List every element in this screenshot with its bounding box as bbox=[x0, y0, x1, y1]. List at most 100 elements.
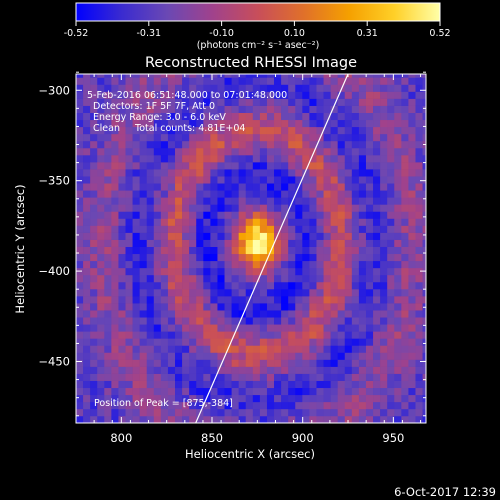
heatmap-cell bbox=[83, 352, 91, 360]
heatmap-cell bbox=[408, 74, 416, 78]
heatmap-cell bbox=[316, 338, 324, 346]
heatmap-cell bbox=[210, 190, 218, 198]
heatmap-cell bbox=[153, 204, 162, 212]
heatmap-cell bbox=[302, 162, 310, 170]
heatmap-cell bbox=[83, 310, 91, 318]
heatmap-cell bbox=[316, 155, 324, 163]
heatmap-cell bbox=[231, 415, 239, 423]
heatmap-cell bbox=[415, 303, 423, 311]
heatmap-cell bbox=[337, 77, 346, 85]
heatmap-cell bbox=[104, 98, 112, 106]
heatmap-cell bbox=[380, 232, 388, 240]
heatmap-cell bbox=[196, 387, 204, 396]
heatmap-cell bbox=[203, 338, 211, 346]
heatmap-cell bbox=[373, 84, 381, 92]
heatmap-cell bbox=[139, 338, 148, 346]
heatmap-cell bbox=[302, 281, 310, 290]
heatmap-cell bbox=[97, 415, 105, 423]
heatmap-cell bbox=[153, 373, 162, 381]
heatmap-cell bbox=[132, 218, 140, 226]
heatmap-cell bbox=[316, 373, 324, 381]
heatmap-cell bbox=[160, 91, 169, 99]
heatmap-cell bbox=[408, 239, 416, 247]
heatmap-cell bbox=[387, 331, 395, 339]
heatmap-cell bbox=[274, 112, 282, 121]
heatmap-cell bbox=[104, 401, 112, 410]
heatmap-cell bbox=[167, 289, 176, 297]
heatmap-cell bbox=[309, 197, 317, 205]
heatmap-cell bbox=[365, 338, 374, 346]
heatmap-cell bbox=[316, 345, 324, 353]
heatmap-cell bbox=[259, 359, 268, 367]
heatmap-cell bbox=[415, 169, 423, 177]
heatmap-cell bbox=[351, 225, 360, 233]
heatmap-cell bbox=[238, 338, 247, 346]
heatmap-cell bbox=[387, 359, 395, 367]
heatmap-cell bbox=[160, 98, 169, 106]
heatmap-cell bbox=[344, 204, 353, 212]
heatmap-cell bbox=[401, 155, 409, 163]
heatmap-cell bbox=[203, 98, 211, 106]
heatmap-cell bbox=[401, 119, 409, 128]
heatmap-cell bbox=[245, 281, 254, 290]
heatmap-cell bbox=[125, 77, 133, 85]
heatmap-cell bbox=[175, 289, 183, 297]
heatmap-cell bbox=[90, 310, 98, 318]
heatmap-cell bbox=[316, 246, 324, 255]
heatmap-cell bbox=[132, 289, 140, 297]
heatmap-cell bbox=[90, 274, 98, 283]
heatmap-cell bbox=[266, 77, 275, 85]
heatmap-cell bbox=[196, 197, 204, 205]
heatmap-cell bbox=[380, 338, 388, 346]
heatmap-cell bbox=[330, 260, 338, 269]
heatmap-cell bbox=[387, 105, 395, 113]
heatmap-cell bbox=[316, 112, 324, 121]
heatmap-cell bbox=[394, 112, 402, 121]
heatmap-cell bbox=[337, 91, 346, 99]
heatmap-cell bbox=[167, 211, 176, 219]
heatmap-cell bbox=[90, 345, 98, 353]
heatmap-cell bbox=[111, 176, 119, 184]
heatmap-cell bbox=[146, 197, 155, 205]
heatmap-cell bbox=[330, 324, 338, 332]
heatmap-cell bbox=[394, 232, 402, 240]
heatmap-cell bbox=[97, 74, 105, 78]
heatmap-cell bbox=[245, 91, 254, 99]
heatmap-cell bbox=[97, 387, 105, 396]
heatmap-cell bbox=[189, 84, 197, 92]
heatmap-cell bbox=[90, 155, 98, 163]
heatmap-cell bbox=[189, 126, 197, 135]
heatmap-cell bbox=[394, 359, 402, 367]
heatmap-cell bbox=[217, 394, 225, 403]
heatmap-cell bbox=[83, 401, 91, 410]
heatmap-cell bbox=[373, 331, 381, 339]
heatmap-cell bbox=[394, 183, 402, 191]
heatmap-cell bbox=[104, 232, 112, 240]
heatmap-cell bbox=[245, 310, 254, 318]
heatmap-cell bbox=[401, 281, 409, 290]
heatmap-cell bbox=[373, 98, 381, 106]
heatmap-cell bbox=[252, 232, 261, 240]
heatmap-cell bbox=[288, 98, 296, 106]
heatmap-cell bbox=[189, 415, 197, 423]
heatmap-cell bbox=[408, 317, 416, 325]
heatmap-cell bbox=[245, 394, 254, 403]
heatmap-cell bbox=[104, 84, 112, 92]
heatmap-cell bbox=[330, 394, 338, 403]
heatmap-cell bbox=[380, 267, 388, 276]
heatmap-cell bbox=[337, 310, 346, 318]
heatmap-cell bbox=[266, 126, 275, 135]
heatmap-cell bbox=[146, 345, 155, 353]
heatmap-cell bbox=[146, 289, 155, 297]
heatmap-cell bbox=[238, 317, 247, 325]
heatmap-cell bbox=[365, 183, 374, 191]
heatmap-cell bbox=[351, 324, 360, 332]
heatmap-cell bbox=[415, 197, 423, 205]
heatmap-cell bbox=[288, 345, 296, 353]
heatmap-cell bbox=[309, 204, 317, 212]
heatmap-cell bbox=[224, 296, 232, 304]
heatmap-cell bbox=[125, 274, 133, 283]
heatmap-cell bbox=[323, 126, 331, 135]
heatmap-cell bbox=[153, 366, 162, 374]
heatmap-cell bbox=[288, 119, 296, 128]
